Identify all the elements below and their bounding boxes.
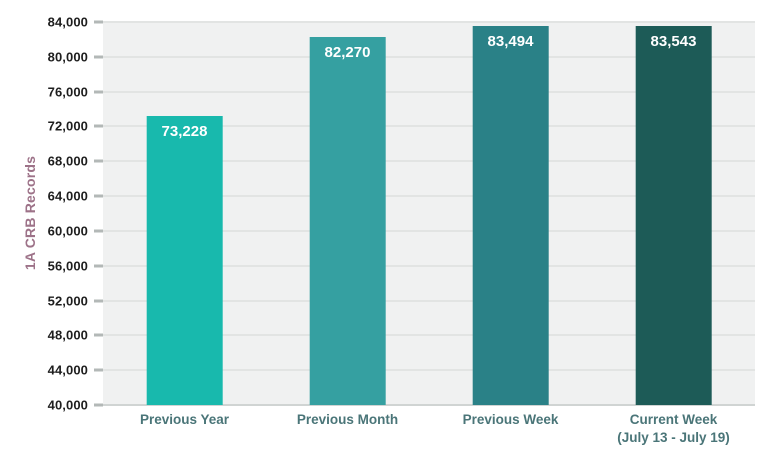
x-axis-label-subline: (July 13 - July 19) [617, 430, 730, 445]
y-axis-tick-label: 52,000 [47, 293, 88, 309]
y-axis-tick-label: 40,000 [47, 397, 88, 413]
gridline [103, 229, 755, 232]
x-axis-label: Previous Year [103, 411, 266, 447]
y-axis-tick-mark [94, 20, 103, 24]
y-axis-tick-mark [94, 194, 103, 198]
y-axis-tick-label: 84,000 [47, 14, 88, 30]
bar: 82,270 [309, 37, 386, 405]
y-axis-tick-mark [94, 229, 103, 233]
x-axis-label-line: Current Week [629, 412, 718, 427]
y-axis-tick-label: 68,000 [47, 153, 88, 169]
bar-slot: 83,543 [592, 22, 755, 405]
y-axis-tick-label: 64,000 [47, 188, 88, 204]
y-axis-tick-mark [94, 333, 103, 337]
plot-area: 73,228 82,270 83,494 83,543 [94, 20, 755, 407]
y-axis-tick-label: 76,000 [47, 84, 88, 100]
gridline [103, 90, 755, 93]
x-axis-category-labels: Previous Year Previous Month Previous Week… [103, 411, 755, 447]
y-axis-tick-mark [94, 368, 103, 372]
gridline [103, 125, 755, 128]
gridline [103, 264, 755, 267]
x-axis-label: Previous Month [266, 411, 429, 447]
bar-value-label: 83,543 [650, 32, 697, 50]
gridline [103, 195, 755, 198]
bar-value-label: 83,494 [487, 33, 534, 51]
bar-value-label: 73,228 [161, 122, 208, 140]
bar-slot: 82,270 [266, 22, 429, 405]
y-axis-tick-mark [94, 264, 103, 268]
y-axis-tick-label: 72,000 [47, 118, 88, 134]
y-axis-tick-mark [94, 124, 103, 128]
gridline [103, 404, 755, 406]
bar-slot: 83,494 [429, 22, 592, 405]
gridline [103, 334, 755, 337]
y-axis-tick-label: 56,000 [47, 258, 88, 274]
gridline [103, 55, 755, 58]
y-axis-tick-mark [94, 90, 103, 94]
gridline [103, 21, 755, 23]
y-axis-tick-mark [94, 159, 103, 163]
bar: 83,494 [472, 26, 549, 405]
y-axis-tick-label: 48,000 [47, 327, 88, 343]
x-axis-label-line: Previous Year [139, 412, 230, 427]
gridline [103, 369, 755, 372]
x-axis-label: Previous Week [429, 411, 592, 447]
gridline [103, 299, 755, 302]
x-axis-label: Current Week (July 13 - July 19) [592, 411, 755, 447]
bar-slot: 73,228 [103, 22, 266, 405]
y-axis-tick-label: 80,000 [47, 49, 88, 65]
y-axis-tick-mark [94, 299, 103, 303]
bar: 83,543 [635, 25, 712, 405]
x-axis-label-line: Previous Week [462, 412, 559, 427]
y-axis-tick-mark [94, 403, 103, 407]
y-axis-tick-mark [94, 55, 103, 59]
bar: 73,228 [146, 115, 223, 405]
y-axis-tick-labels: 84,000 80,000 76,000 72,000 68,000 64,000 60,0… [0, 15, 92, 413]
bar-value-label: 82,270 [324, 44, 371, 62]
y-axis-tick-label: 60,000 [47, 223, 88, 239]
y-axis-tick-label: 44,000 [47, 362, 88, 378]
bar-series: 73,228 82,270 83,494 83,543 [103, 22, 755, 405]
x-axis-label-line: Previous Month [296, 412, 399, 427]
gridline [103, 160, 755, 163]
